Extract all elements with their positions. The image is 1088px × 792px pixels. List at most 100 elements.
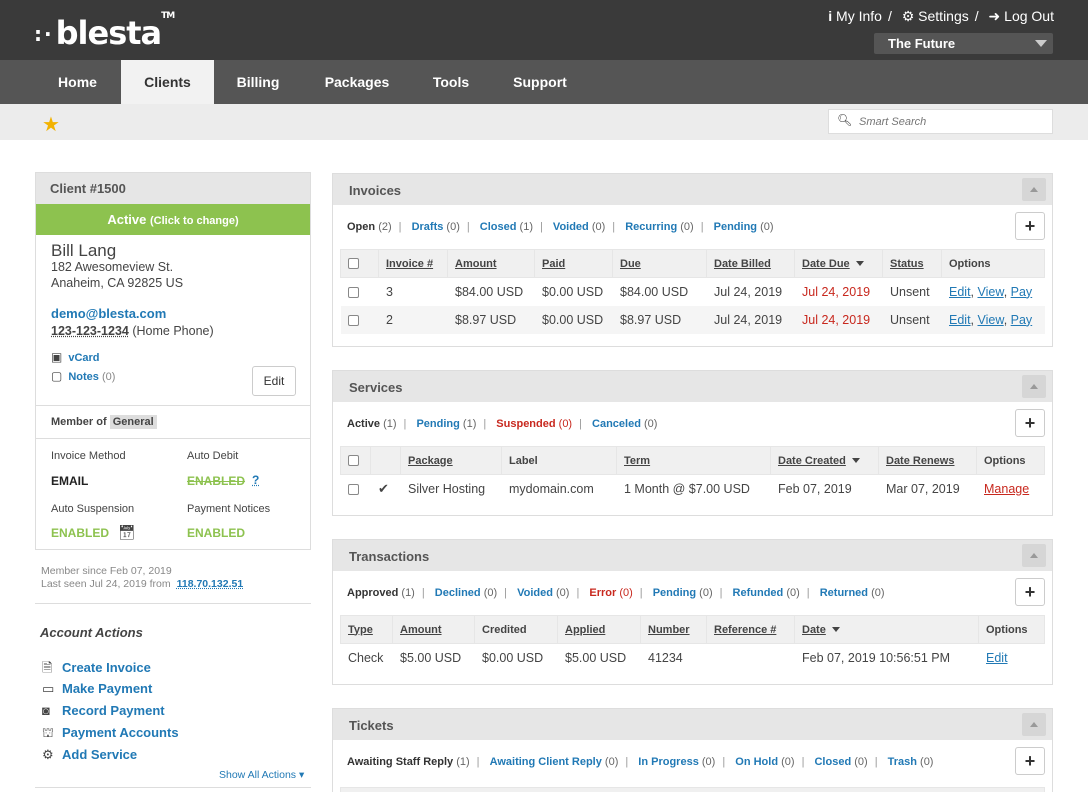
filter-awaiting-client[interactable]: Awaiting Client Reply (0) [489,756,619,768]
view-link[interactable]: View [977,284,1004,299]
col-amount[interactable]: Amount [392,615,475,644]
search-input[interactable] [859,113,1044,131]
tab-support[interactable]: Support [513,74,567,90]
filter-closed[interactable]: Closed (0) [814,756,868,768]
table-header: Type Amount Credited Applied Number Refe… [340,615,1045,644]
edit-link[interactable]: Edit [949,312,971,327]
select-all-checkbox[interactable] [348,258,359,270]
tab-packages[interactable]: Packages [324,74,390,90]
pay-link[interactable]: Pay [1010,284,1033,299]
filter-pending[interactable]: Pending (0) [713,221,774,233]
filter-returned[interactable]: Returned (0) [819,587,885,599]
filter-voided[interactable]: Voided (0) [517,587,570,599]
filter-recurring[interactable]: Recurring (0) [625,221,694,233]
star-icon[interactable]: ★ [42,114,60,136]
collapse-icon[interactable] [1022,375,1046,398]
blesta-logo[interactable]: :·blestaTM [34,11,175,52]
notes-link[interactable]: ▢ Notes (0) [51,369,116,383]
transaction-number: 41234 [648,650,683,665]
col-number[interactable]: Number [640,615,707,644]
collapse-icon[interactable] [1022,544,1046,567]
add-service-button[interactable]: + [1015,409,1045,437]
filter-drafts[interactable]: Drafts (0) [411,221,460,233]
collapse-icon[interactable] [1022,713,1046,736]
col-date-due[interactable]: Date Due [794,249,883,278]
info-icon: i [828,8,837,24]
auto-suspension-value: ENABLED [51,526,110,540]
tab-billing[interactable]: Billing [236,74,280,90]
smart-search[interactable]: 🔍︎ [828,109,1053,134]
col-package[interactable]: Package [400,446,502,475]
tab-clients[interactable]: Clients [121,60,214,104]
add-invoice-button[interactable]: + [1015,212,1045,240]
add-service-action[interactable]: ⚙ Add Service [42,747,138,762]
status-toggle[interactable]: Active (Click to change) [36,204,310,235]
add-ticket-button[interactable]: + [1015,747,1045,775]
col-label: Label [501,446,617,475]
col-term[interactable]: Term [616,446,771,475]
view-link[interactable]: View [977,312,1004,327]
row-checkbox[interactable] [348,286,359,298]
filter-on-hold[interactable]: On Hold (0) [735,756,795,768]
col-status[interactable]: Status [882,249,942,278]
filter-awaiting-staff[interactable]: Awaiting Staff Reply (1) [347,756,470,768]
filter-approved[interactable]: Approved (1) [347,587,415,599]
settings-link[interactable]: ⚙ Settings [901,8,969,24]
filter-canceled[interactable]: Canceled (0) [592,418,658,430]
edit-client-button[interactable]: Edit [252,366,296,396]
table-header: Package Label Term Date Created Date Ren… [340,446,1045,475]
client-email[interactable]: demo@blesta.com [51,306,167,321]
tab-home[interactable]: Home [58,74,97,90]
filter-trash[interactable]: Trash (0) [887,756,934,768]
invoice-number: 2 [378,305,448,334]
vcard-link[interactable]: ▣ vCard [51,350,100,364]
collapse-icon[interactable] [1022,178,1046,201]
payment-accounts-action[interactable]: ⛫ Payment Accounts [42,725,179,743]
filter-error[interactable]: Error (0) [589,587,633,599]
calendar-icon[interactable]: 📅︎ [118,524,136,540]
manage-link[interactable]: Manage [984,481,1030,496]
row-checkbox[interactable] [348,483,359,495]
logout-link[interactable]: ➜ Log Out [988,8,1054,24]
col-paid[interactable]: Paid [534,249,613,278]
client-activity: Member since Feb 07, 2019 Last seen Jul … [41,565,243,591]
filter-refunded[interactable]: Refunded (0) [732,587,800,599]
show-all-actions-link[interactable]: Show All Actions ▾ [219,769,305,781]
filter-suspended[interactable]: Suspended (0) [496,418,573,430]
invoice-due: $8.97 USD [612,305,707,334]
col-type[interactable]: Type [340,615,393,644]
filter-in-progress[interactable]: In Progress (0) [638,756,716,768]
col-date-renews[interactable]: Date Renews [878,446,977,475]
col-amount[interactable]: Amount [447,249,535,278]
record-payment-action[interactable]: ◙ Record Payment [42,703,165,718]
filter-pending[interactable]: Pending (1) [416,418,477,430]
col-date-created[interactable]: Date Created [770,446,879,475]
service-date-created: Feb 07, 2019 [778,481,852,496]
edit-link[interactable]: Edit [949,284,971,299]
col-invoice-number[interactable]: Invoice # [378,249,448,278]
filter-declined[interactable]: Declined (0) [434,587,498,599]
company-select[interactable]: The Future [874,33,1053,54]
filter-pending[interactable]: Pending (0) [652,587,713,599]
create-invoice-action[interactable]: 🗎︎ Create Invoice [42,659,151,681]
my-info-link[interactable]: i My Info [828,8,882,24]
invoice-method-value: EMAIL [51,474,89,488]
col-date[interactable]: Date [794,615,979,644]
pay-link[interactable]: Pay [1010,312,1033,327]
select-all-checkbox[interactable] [348,455,359,467]
filter-voided[interactable]: Voided (0) [552,221,606,233]
filter-closed[interactable]: Closed (1) [479,221,533,233]
col-reference[interactable]: Reference # [706,615,795,644]
row-checkbox[interactable] [348,314,359,326]
add-transaction-button[interactable]: + [1015,578,1045,606]
make-payment-action[interactable]: ▭ Make Payment [42,681,153,696]
filter-active[interactable]: Active (1) [347,418,397,430]
edit-link[interactable]: Edit [986,650,1008,665]
last-ip-link[interactable]: 118.70.132.51 [176,578,244,590]
filter-open[interactable]: Open (2) [347,221,392,233]
col-date-billed[interactable]: Date Billed [706,249,795,278]
col-due[interactable]: Due [612,249,707,278]
auto-debit-help[interactable]: ? [252,473,260,487]
col-applied[interactable]: Applied [557,615,641,644]
tab-tools[interactable]: Tools [432,74,470,90]
